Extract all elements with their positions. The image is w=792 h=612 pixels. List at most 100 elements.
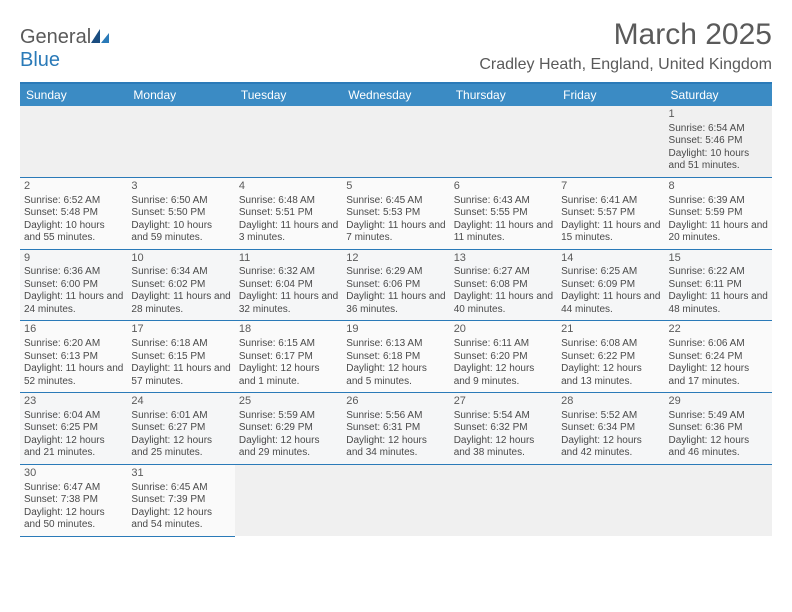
- calendar-cell: 4Sunrise: 6:48 AMSunset: 5:51 PMDaylight…: [235, 177, 342, 249]
- month-title: March 2025: [479, 18, 772, 52]
- sunset-line: Sunset: 6:22 PM: [561, 351, 660, 364]
- daylight-line: Daylight: 11 hours and 40 minutes.: [454, 291, 553, 316]
- calendar-cell: 12Sunrise: 6:29 AMSunset: 6:06 PMDayligh…: [342, 249, 449, 321]
- sunset-line: Sunset: 6:06 PM: [346, 279, 445, 292]
- daylight-line: Daylight: 11 hours and 28 minutes.: [131, 291, 230, 316]
- sunrise-line: Sunrise: 6:43 AM: [454, 195, 553, 208]
- logo-text-1: General: [20, 26, 91, 48]
- sunrise-line: Sunrise: 6:11 AM: [454, 338, 553, 351]
- calendar-row: 23Sunrise: 6:04 AMSunset: 6:25 PMDayligh…: [20, 393, 772, 465]
- sunrise-line: Sunrise: 6:39 AM: [669, 195, 768, 208]
- day-header: Tuesday: [235, 83, 342, 106]
- sunset-line: Sunset: 5:55 PM: [454, 207, 553, 220]
- calendar-cell-empty: [342, 106, 449, 177]
- day-header: Wednesday: [342, 83, 449, 106]
- sunset-line: Sunset: 7:38 PM: [24, 494, 123, 507]
- day-header: Thursday: [450, 83, 557, 106]
- sunrise-line: Sunrise: 5:54 AM: [454, 410, 553, 423]
- daylight-line: Daylight: 10 hours and 55 minutes.: [24, 220, 123, 245]
- day-number: 8: [669, 180, 768, 194]
- sunset-line: Sunset: 6:15 PM: [131, 351, 230, 364]
- sunset-line: Sunset: 6:25 PM: [24, 422, 123, 435]
- sunrise-line: Sunrise: 6:15 AM: [239, 338, 338, 351]
- calendar-cell: 2Sunrise: 6:52 AMSunset: 5:48 PMDaylight…: [20, 177, 127, 249]
- logo-text: GeneralBlue: [20, 26, 109, 72]
- calendar-cell: 25Sunrise: 5:59 AMSunset: 6:29 PMDayligh…: [235, 393, 342, 465]
- day-header-row: SundayMondayTuesdayWednesdayThursdayFrid…: [20, 83, 772, 106]
- calendar-cell-empty: [450, 106, 557, 177]
- sunset-line: Sunset: 6:17 PM: [239, 351, 338, 364]
- sunset-line: Sunset: 6:24 PM: [669, 351, 768, 364]
- calendar-cell-empty: [235, 464, 342, 536]
- day-number: 9: [24, 252, 123, 266]
- calendar-cell: 30Sunrise: 6:47 AMSunset: 7:38 PMDayligh…: [20, 464, 127, 536]
- sunrise-line: Sunrise: 6:36 AM: [24, 266, 123, 279]
- calendar-cell: 9Sunrise: 6:36 AMSunset: 6:00 PMDaylight…: [20, 249, 127, 321]
- day-number: 3: [131, 180, 230, 194]
- daylight-line: Daylight: 12 hours and 9 minutes.: [454, 363, 553, 388]
- daylight-line: Daylight: 12 hours and 34 minutes.: [346, 435, 445, 460]
- daylight-line: Daylight: 12 hours and 42 minutes.: [561, 435, 660, 460]
- day-number: 10: [131, 252, 230, 266]
- daylight-line: Daylight: 12 hours and 25 minutes.: [131, 435, 230, 460]
- calendar-cell: 16Sunrise: 6:20 AMSunset: 6:13 PMDayligh…: [20, 321, 127, 393]
- calendar-cell-empty: [235, 106, 342, 177]
- sunset-line: Sunset: 6:18 PM: [346, 351, 445, 364]
- day-number: 29: [669, 395, 768, 409]
- day-header: Saturday: [665, 83, 772, 106]
- calendar-cell: 14Sunrise: 6:25 AMSunset: 6:09 PMDayligh…: [557, 249, 664, 321]
- day-number: 12: [346, 252, 445, 266]
- calendar-row: 1Sunrise: 6:54 AMSunset: 5:46 PMDaylight…: [20, 106, 772, 177]
- day-number: 18: [239, 323, 338, 337]
- sunset-line: Sunset: 6:08 PM: [454, 279, 553, 292]
- daylight-line: Daylight: 11 hours and 15 minutes.: [561, 220, 660, 245]
- calendar-cell: 5Sunrise: 6:45 AMSunset: 5:53 PMDaylight…: [342, 177, 449, 249]
- calendar-cell-empty: [557, 464, 664, 536]
- calendar-cell-empty: [450, 464, 557, 536]
- sunset-line: Sunset: 5:57 PM: [561, 207, 660, 220]
- daylight-line: Daylight: 11 hours and 20 minutes.: [669, 220, 768, 245]
- daylight-line: Daylight: 12 hours and 38 minutes.: [454, 435, 553, 460]
- sunset-line: Sunset: 6:02 PM: [131, 279, 230, 292]
- location: Cradley Heath, England, United Kingdom: [479, 56, 772, 74]
- daylight-line: Daylight: 12 hours and 54 minutes.: [131, 507, 230, 532]
- daylight-line: Daylight: 11 hours and 32 minutes.: [239, 291, 338, 316]
- sunrise-line: Sunrise: 6:22 AM: [669, 266, 768, 279]
- day-number: 21: [561, 323, 660, 337]
- day-number: 17: [131, 323, 230, 337]
- calendar-cell: 8Sunrise: 6:39 AMSunset: 5:59 PMDaylight…: [665, 177, 772, 249]
- daylight-line: Daylight: 12 hours and 1 minute.: [239, 363, 338, 388]
- day-number: 24: [131, 395, 230, 409]
- daylight-line: Daylight: 10 hours and 59 minutes.: [131, 220, 230, 245]
- sunrise-line: Sunrise: 6:20 AM: [24, 338, 123, 351]
- daylight-line: Daylight: 12 hours and 13 minutes.: [561, 363, 660, 388]
- sunrise-line: Sunrise: 6:27 AM: [454, 266, 553, 279]
- calendar-cell: 20Sunrise: 6:11 AMSunset: 6:20 PMDayligh…: [450, 321, 557, 393]
- calendar-cell: 27Sunrise: 5:54 AMSunset: 6:32 PMDayligh…: [450, 393, 557, 465]
- daylight-line: Daylight: 11 hours and 52 minutes.: [24, 363, 123, 388]
- daylight-line: Daylight: 11 hours and 24 minutes.: [24, 291, 123, 316]
- sunset-line: Sunset: 5:50 PM: [131, 207, 230, 220]
- logo: GeneralBlue: [20, 18, 109, 72]
- day-number: 26: [346, 395, 445, 409]
- calendar-row: 16Sunrise: 6:20 AMSunset: 6:13 PMDayligh…: [20, 321, 772, 393]
- daylight-line: Daylight: 12 hours and 21 minutes.: [24, 435, 123, 460]
- daylight-line: Daylight: 12 hours and 50 minutes.: [24, 507, 123, 532]
- header: GeneralBlue March 2025 Cradley Heath, En…: [20, 18, 772, 74]
- sunrise-line: Sunrise: 5:59 AM: [239, 410, 338, 423]
- sunrise-line: Sunrise: 6:41 AM: [561, 195, 660, 208]
- sunrise-line: Sunrise: 6:18 AM: [131, 338, 230, 351]
- sunset-line: Sunset: 6:36 PM: [669, 422, 768, 435]
- day-number: 20: [454, 323, 553, 337]
- logo-text-2: Blue: [20, 49, 60, 71]
- sunset-line: Sunset: 6:34 PM: [561, 422, 660, 435]
- day-number: 4: [239, 180, 338, 194]
- calendar-cell-empty: [127, 106, 234, 177]
- calendar-cell: 22Sunrise: 6:06 AMSunset: 6:24 PMDayligh…: [665, 321, 772, 393]
- calendar-cell: 17Sunrise: 6:18 AMSunset: 6:15 PMDayligh…: [127, 321, 234, 393]
- sunset-line: Sunset: 5:59 PM: [669, 207, 768, 220]
- daylight-line: Daylight: 11 hours and 11 minutes.: [454, 220, 553, 245]
- sunrise-line: Sunrise: 6:50 AM: [131, 195, 230, 208]
- calendar-cell-empty: [665, 464, 772, 536]
- calendar-head: SundayMondayTuesdayWednesdayThursdayFrid…: [20, 83, 772, 106]
